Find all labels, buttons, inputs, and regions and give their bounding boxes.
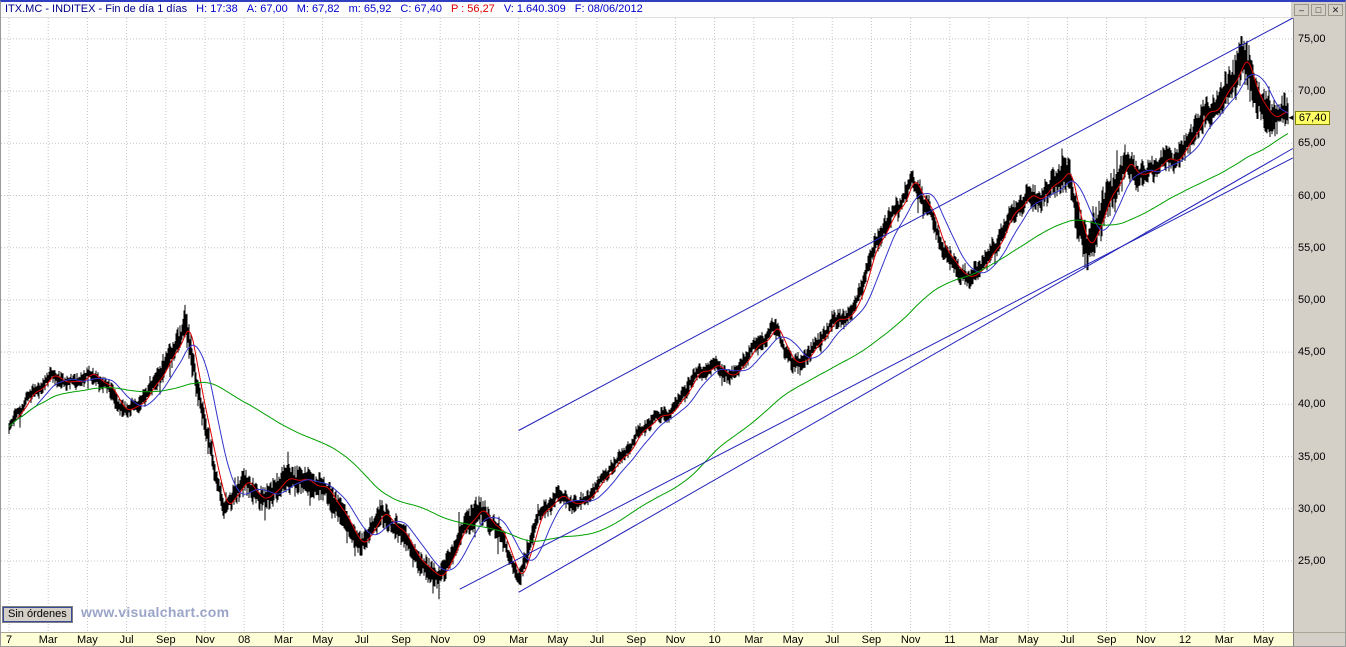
candlestick-series [8,36,1289,600]
x-axis-label: Jul [354,634,369,646]
channel-lower [518,148,1294,593]
x-axis-label: 12 [1178,634,1192,646]
x-axis-label: Nov [900,634,921,646]
last-price-value: 67,40 [1294,110,1331,125]
ma-medium-line [8,73,1289,571]
quote-field-2: M: 67,82 [296,3,340,15]
x-axis-label: May [312,634,333,646]
y-axis-tick-label: 60,00 [1298,189,1326,202]
x-axis-label: May [782,634,804,646]
x-axis-label: Mar [744,634,764,646]
symbol-title: ITX.MC - INDITEX - Fin de día 1 días [5,3,188,15]
x-axis-label: Sep [391,634,411,646]
x-axis-label: Nov [665,634,686,646]
minimize-icon[interactable]: – [1294,4,1309,16]
channel-upper [518,17,1294,431]
y-axis-tick-label: 45,00 [1298,346,1326,359]
quote-field-6: V: 1.640.309 [503,3,566,15]
y-axis-tick-label: 35,00 [1298,450,1326,463]
channel-lower-2 [459,157,1294,590]
window-controls: – □ ✕ [1291,2,1345,18]
ma-slow-line [8,133,1289,542]
x-axis-label: Nov [1136,634,1156,646]
last-price-marker: ◄ 67,40 [1287,110,1331,125]
x-axis-label: Mar [38,634,58,646]
x-axis-label: Jul [1060,634,1075,646]
x-axis-label: Mar [979,634,999,646]
y-axis-tick-label: 70,00 [1298,85,1326,98]
x-axis-label: Jul [825,634,840,646]
restore-icon[interactable]: □ [1311,4,1326,16]
x-axis-label: May [1017,634,1039,646]
visualchart-watermark: www.visualchart.com [81,604,230,620]
y-axis-tick-label: 65,00 [1298,137,1326,150]
x-axis-label: May [1253,634,1274,646]
ma-fast-line [8,61,1288,577]
close-icon[interactable]: ✕ [1328,4,1343,16]
y-axis-tick-label: 50,00 [1298,293,1326,306]
x-axis-label: Sep [861,634,882,646]
x-axis-label: Sep [1096,634,1117,646]
x-axis-label: Mar [509,634,529,646]
x-axis-label: Sep [626,634,646,646]
x-axis-label: May [547,634,569,646]
x-axis-label: May [77,634,98,646]
x-axis-label: Nov [195,634,215,646]
x-axis-label: Sep [156,634,176,646]
y-axis-tick-label: 30,00 [1298,502,1326,515]
x-axis-label: 09 [473,634,486,646]
x-axis-label: Mar [273,634,293,646]
x-axis-label: Jul [589,634,605,646]
quote-fields: H: 17:38 A: 67,00 M: 67,82 m: 65,92 C: 67,40… [196,3,652,15]
x-axis-label: 11 [944,634,956,646]
quote-field-1: A: 67,00 [246,3,288,15]
y-axis-tick-label: 55,00 [1298,241,1326,254]
quote-field-3: m: 65,92 [348,3,392,15]
quote-field-7: F: 08/06/2012 [574,3,643,15]
quote-field-0: H: 17:38 [196,3,238,15]
price-axis[interactable]: 75,00 70,00 65,00 60,00 55,00 50,00 45,00 40,00… [1293,2,1345,632]
price-arrow-icon: ◄ [1287,113,1295,123]
x-axis-label: Mar [1214,634,1234,646]
quote-field-5: P : 56,27 [450,3,495,15]
x-axis-label: 7 [5,634,13,646]
quote-field-4: C: 67,40 [400,3,442,15]
x-axis-label: 08 [238,634,251,646]
y-axis-tick-label: 25,00 [1298,554,1326,567]
x-axis-label: Jul [119,634,134,646]
axis-corner [1293,632,1345,646]
time-axis[interactable]: 7 Mar May Jul Sep Nov 08 Mar May Jul Sep Nov 09 Mar Ma… [1,632,1293,646]
y-axis-tick-label: 40,00 [1298,398,1326,411]
quote-info-bar: ITX.MC - INDITEX - Fin de día 1 días H: 1… [1,2,1293,18]
y-axis-tick-label: 75,00 [1298,32,1326,45]
no-orders-button[interactable]: Sin órdenes [2,606,73,623]
x-axis-label: 10 [708,634,721,646]
x-axis-label: Nov [430,634,450,646]
